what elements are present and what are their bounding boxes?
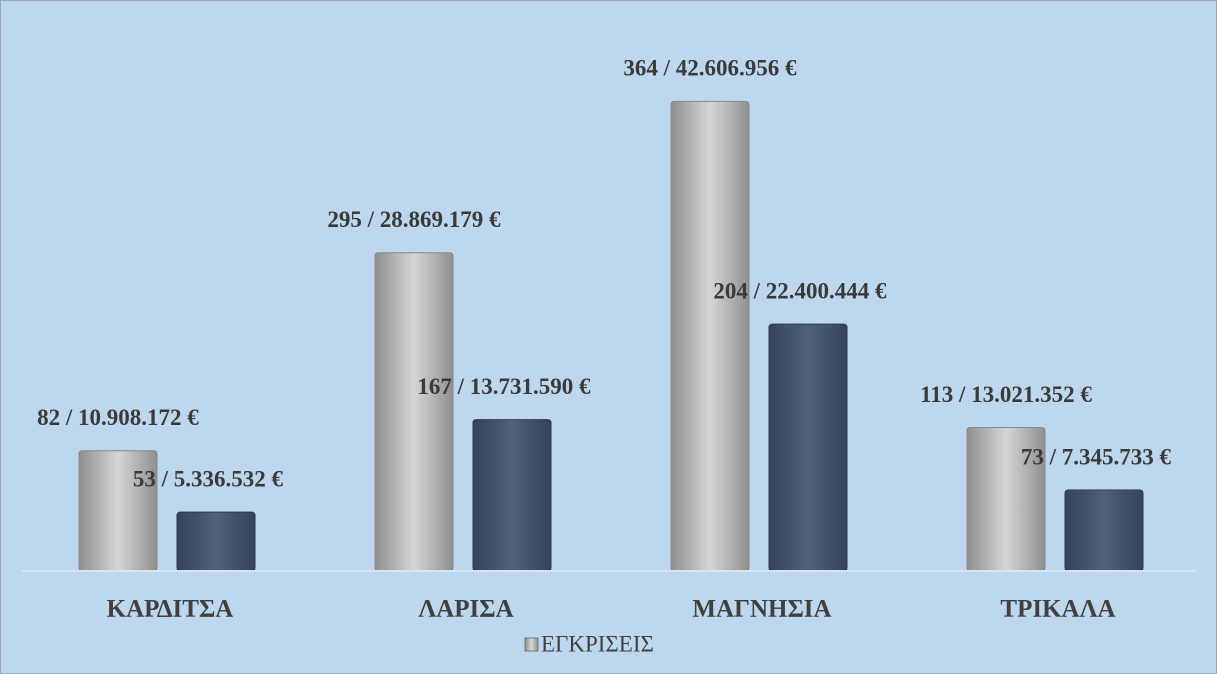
x-tick-label: ΚΑΡΔΙΤΣΑ [107, 596, 234, 623]
bar [374, 252, 454, 572]
value-label: 73 / 7.345.733 € [1021, 444, 1172, 469]
x-tick-label: ΜΑΓΝΗΣΙΑ [692, 596, 831, 623]
legend-swatch [524, 637, 539, 652]
x-tick-label: ΛΑΡΙΣΑ [418, 596, 513, 623]
value-label: 113 / 13.021.352 € [920, 382, 1092, 407]
value-label: 82 / 10.908.172 € [37, 405, 199, 430]
bar [176, 511, 256, 572]
value-label: 167 / 13.731.590 € [417, 374, 591, 399]
value-label: 204 / 22.400.444 € [713, 278, 887, 303]
x-tick-label: ΤΡΙΚΑΛΑ [1000, 596, 1115, 623]
bar [670, 100, 750, 572]
value-label: 295 / 28.869.179 € [327, 207, 501, 232]
bar [768, 323, 848, 572]
bar [472, 419, 552, 572]
value-label: 364 / 42.606.956 € [623, 56, 797, 81]
value-label: 53 / 5.336.532 € [133, 466, 284, 491]
legend-label: ΕΓΚΡΙΣΕΙΣ [541, 631, 654, 656]
bar [1064, 489, 1144, 572]
